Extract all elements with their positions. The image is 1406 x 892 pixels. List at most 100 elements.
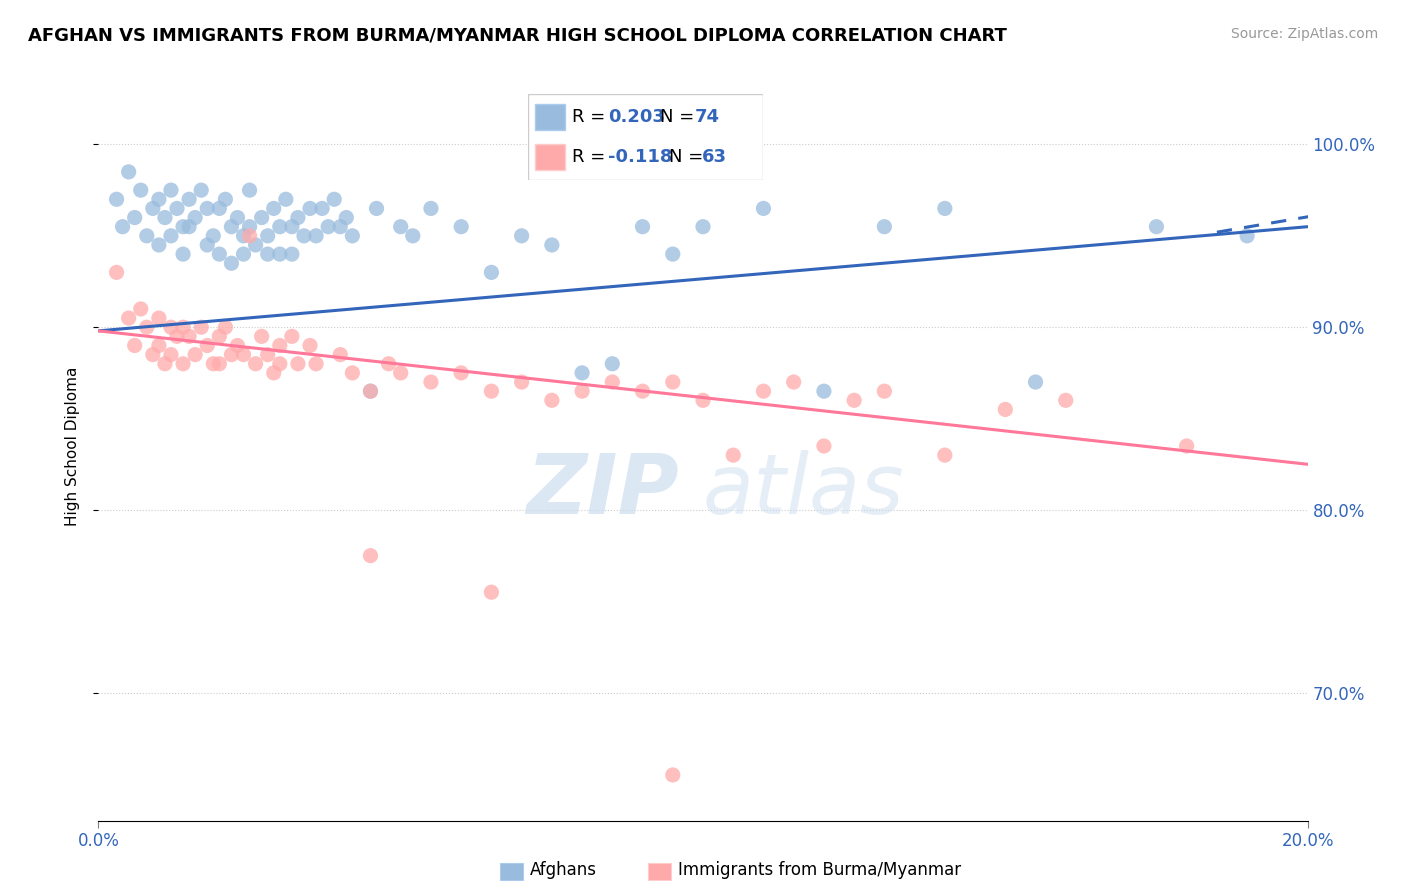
Point: [366, 202, 388, 216]
Text: Source: ZipAtlas.com: Source: ZipAtlas.com: [1230, 27, 1378, 41]
Point: [195, 238, 218, 252]
Point: [360, 384, 382, 399]
Point: [602, 357, 624, 371]
Point: [239, 219, 262, 234]
Point: [190, 320, 212, 334]
Point: [221, 219, 243, 234]
Point: [239, 228, 262, 243]
Point: [389, 219, 412, 234]
Point: [360, 384, 382, 399]
Point: [661, 247, 683, 261]
Point: [323, 192, 346, 206]
Point: [226, 211, 249, 225]
Point: [179, 329, 201, 343]
Text: ZIP: ZIP: [526, 450, 679, 532]
Point: [142, 348, 165, 362]
Point: [263, 202, 285, 216]
Point: [195, 338, 218, 352]
Point: [221, 348, 243, 362]
FancyBboxPatch shape: [648, 863, 671, 880]
Point: [256, 247, 278, 261]
Point: [1175, 439, 1198, 453]
Point: [342, 228, 364, 243]
Point: [148, 311, 170, 326]
Text: atlas: atlas: [703, 450, 904, 532]
Point: [292, 228, 315, 243]
FancyBboxPatch shape: [501, 863, 523, 880]
Point: [160, 348, 183, 362]
Point: [226, 338, 249, 352]
Point: [256, 348, 278, 362]
Point: [239, 183, 262, 197]
Point: [118, 311, 141, 326]
Point: [813, 439, 835, 453]
Point: [160, 228, 183, 243]
Point: [329, 348, 352, 362]
Point: [692, 393, 714, 408]
Point: [232, 228, 254, 243]
Point: [844, 393, 866, 408]
Point: [342, 366, 364, 380]
Point: [118, 165, 141, 179]
Point: [274, 192, 297, 206]
Point: [208, 329, 231, 343]
Point: [510, 228, 533, 243]
Point: [105, 265, 128, 279]
Point: [281, 247, 304, 261]
Point: [263, 366, 285, 380]
Point: [105, 192, 128, 206]
Point: [184, 211, 207, 225]
Point: [510, 375, 533, 389]
Point: [232, 348, 254, 362]
Point: [172, 320, 194, 334]
Point: [245, 238, 267, 252]
Point: [214, 192, 236, 206]
Point: [148, 338, 170, 352]
Point: [172, 219, 194, 234]
Point: [305, 357, 328, 371]
Point: [250, 211, 273, 225]
Point: [281, 329, 304, 343]
Point: [153, 211, 176, 225]
Point: [179, 192, 201, 206]
Point: [813, 384, 835, 399]
Point: [135, 320, 157, 334]
Point: [540, 238, 562, 252]
Y-axis label: High School Diploma: High School Diploma: [65, 367, 80, 525]
Point: [571, 384, 593, 399]
Point: [360, 549, 382, 563]
Point: [994, 402, 1017, 417]
Point: [269, 247, 291, 261]
Point: [1236, 228, 1258, 243]
Point: [184, 348, 207, 362]
Point: [148, 192, 170, 206]
Point: [299, 338, 322, 352]
Point: [723, 448, 745, 462]
Point: [420, 375, 443, 389]
Point: [305, 228, 328, 243]
Point: [450, 219, 472, 234]
Point: [335, 211, 357, 225]
Point: [402, 228, 425, 243]
Point: [153, 357, 176, 371]
Point: [1054, 393, 1077, 408]
Point: [287, 211, 309, 225]
Point: [1146, 219, 1168, 234]
Point: [389, 366, 412, 380]
Point: [208, 202, 231, 216]
Point: [481, 265, 503, 279]
Point: [172, 357, 194, 371]
Point: [481, 585, 503, 599]
Point: [873, 219, 896, 234]
Text: Immigrants from Burma/Myanmar: Immigrants from Burma/Myanmar: [678, 861, 960, 879]
Point: [250, 329, 273, 343]
Point: [631, 219, 654, 234]
Point: [124, 338, 146, 352]
Point: [752, 384, 775, 399]
Point: [269, 219, 291, 234]
Point: [190, 183, 212, 197]
Text: Afghans: Afghans: [530, 861, 598, 879]
Point: [111, 219, 134, 234]
Point: [135, 228, 157, 243]
Point: [299, 202, 322, 216]
